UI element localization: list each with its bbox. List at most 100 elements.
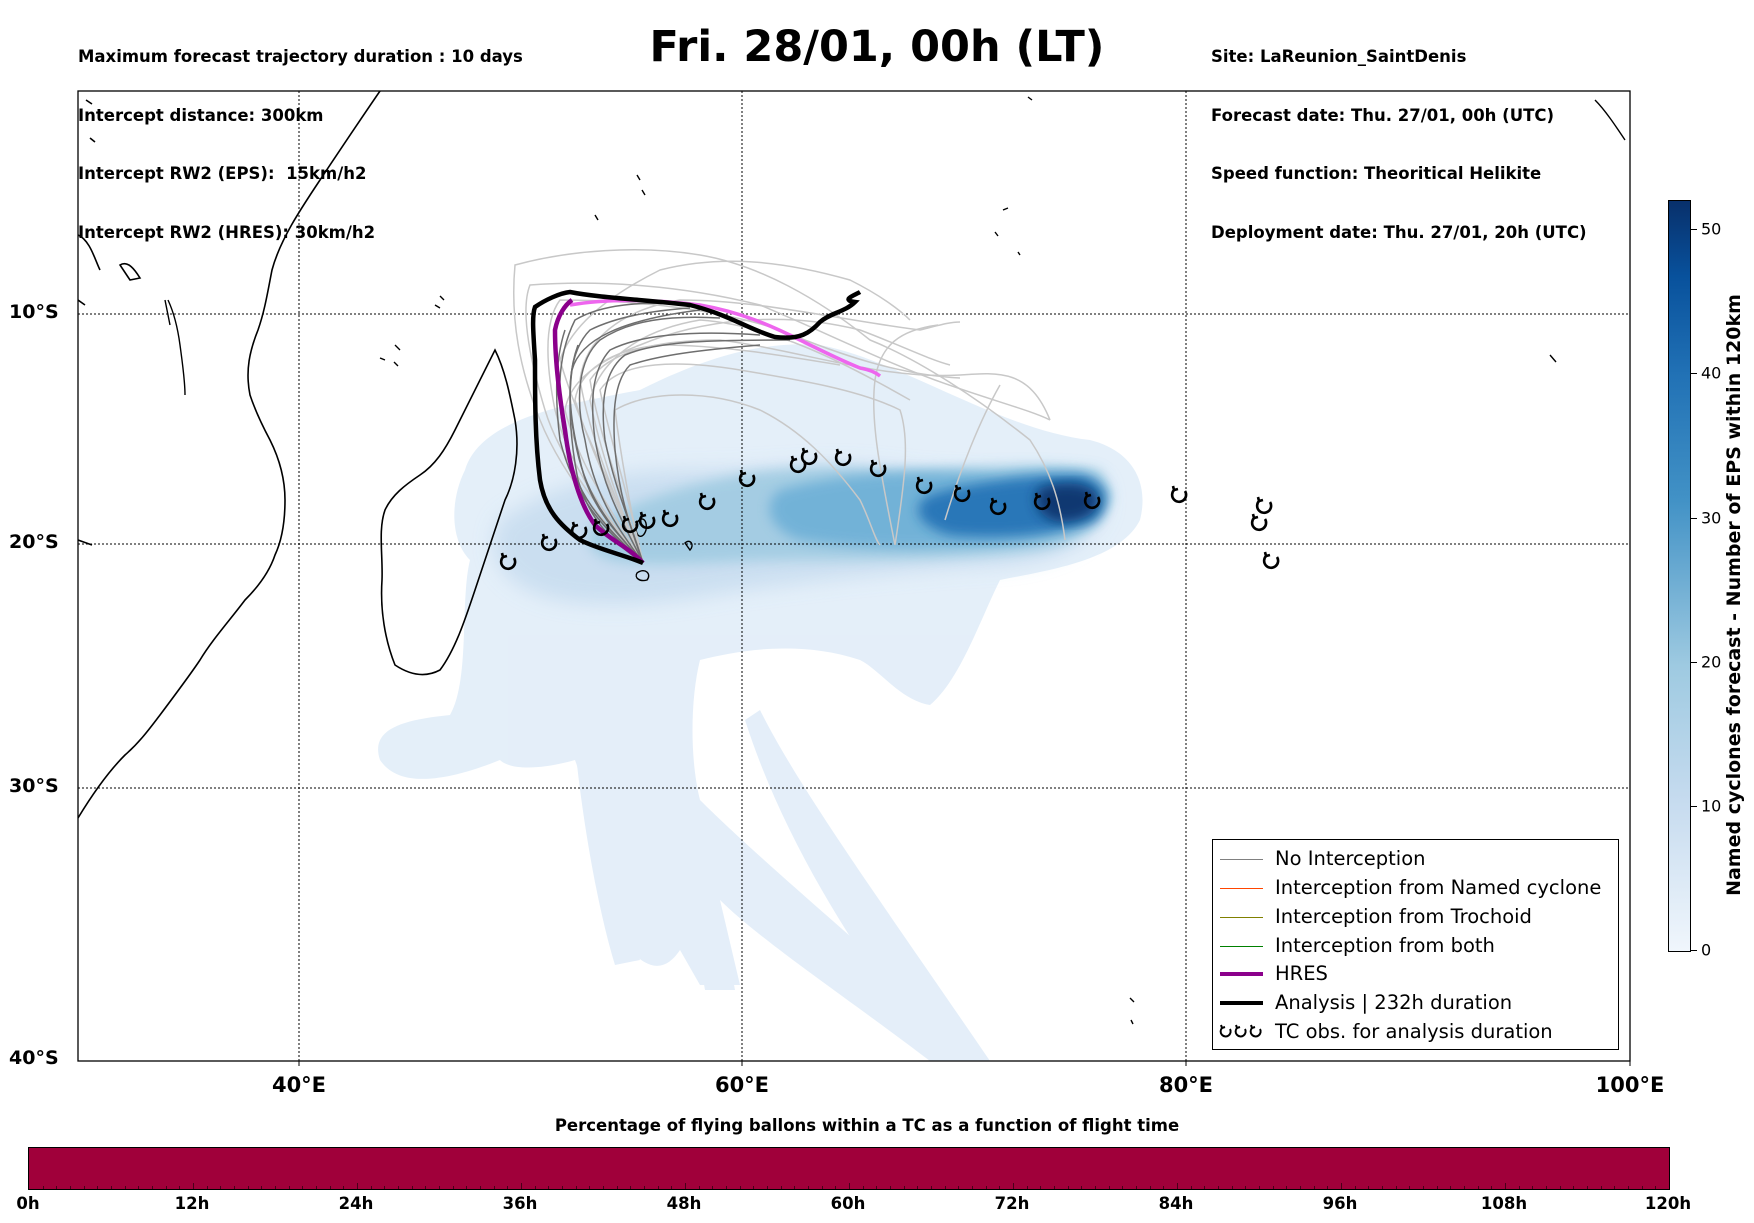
flight-time-minor-tick — [1095, 1186, 1096, 1189]
colorbar-label: 40 — [1701, 363, 1722, 383]
flight-time-minor-tick — [493, 1186, 495, 1189]
line-gray-icon — [1220, 858, 1263, 860]
flight-time-minor-tick — [1518, 1186, 1520, 1189]
flight-time-minor-tick — [411, 1186, 413, 1189]
tc-observations — [499, 447, 1280, 571]
flight-time-minor-tick — [398, 1186, 399, 1189]
flight-time-minor-tick — [985, 1186, 987, 1189]
flight-time-minor-tick — [124, 1186, 126, 1189]
flight-time-minor-tick — [972, 1186, 973, 1189]
cyclone-symbol-icon — [800, 447, 818, 466]
flight-time-tick: 24h — [338, 1194, 374, 1213]
flight-time-minor-tick — [1532, 1186, 1534, 1189]
flight-time-minor-tick — [698, 1186, 700, 1189]
flight-time-tick: 36h — [502, 1194, 538, 1213]
flight-time-minor-tick — [1313, 1186, 1315, 1189]
flight-time-minor-tick — [739, 1186, 741, 1189]
hres-trajectory — [552, 298, 645, 565]
flight-time-title: Percentage of flying ballons within a TC… — [554, 1116, 1180, 1135]
flight-time-minor-tick — [1477, 1186, 1479, 1189]
flight-time-minor-tick — [1040, 1186, 1042, 1189]
flight-time-minor-tick — [1054, 1186, 1055, 1189]
lon-label: 100°E — [1595, 1073, 1665, 1097]
flight-time-minor-tick — [97, 1186, 99, 1189]
line-green-icon — [1220, 945, 1263, 947]
cyclone-symbol-icon — [592, 518, 610, 537]
cyclone-symbol-icon — [869, 459, 887, 478]
flight-time-tick: 0h — [16, 1194, 40, 1213]
flight-time-minor-tick — [958, 1186, 960, 1189]
flight-time-minor-tick — [83, 1186, 85, 1189]
flight-time-minor-tick — [1505, 1183, 1506, 1189]
flight-time-minor-tick — [384, 1186, 386, 1189]
flight-time-minor-tick — [767, 1186, 768, 1189]
cyclone-symbol-icon — [621, 515, 639, 534]
flight-time-minor-tick — [1327, 1186, 1329, 1189]
flight-time-minor-tick — [1409, 1186, 1411, 1189]
flight-time-minor-tick — [917, 1186, 919, 1189]
header-right-line: Deployment date: Thu. 27/01, 20h (UTC) — [1211, 222, 1587, 242]
header-left-line: Maximum forecast trajectory duration : 1… — [78, 47, 523, 66]
flight-time-minor-tick — [562, 1186, 563, 1189]
flight-time-minor-tick — [165, 1186, 167, 1189]
colorbar-label: 0 — [1701, 940, 1712, 960]
lat-label: 30°S — [9, 775, 59, 797]
flight-time-minor-tick — [234, 1186, 235, 1189]
flight-time-minor-tick — [1177, 1183, 1178, 1189]
flight-time-minor-tick — [1354, 1186, 1356, 1189]
density-colorbar — [1668, 200, 1691, 952]
flight-time-minor-tick — [452, 1186, 454, 1189]
flight-time-minor-tick — [1081, 1186, 1083, 1189]
flight-time-bar — [28, 1147, 1670, 1190]
flight-time-minor-tick — [1026, 1186, 1028, 1189]
colorbar-label: 50 — [1701, 219, 1722, 239]
flight-time-minor-tick — [507, 1186, 509, 1189]
flight-time-minor-tick — [1190, 1186, 1192, 1189]
cyclone-symbol-icon — [698, 492, 716, 511]
legend-item: No Interception — [1213, 844, 1618, 873]
flight-time-minor-tick — [712, 1186, 714, 1189]
colorbar-tick — [1691, 373, 1697, 374]
flight-time-minor-tick — [56, 1186, 58, 1189]
cyclone-symbol-icon — [499, 552, 517, 571]
cyclone-symbol-icon — [1170, 485, 1188, 504]
flight-time-minor-tick — [1573, 1186, 1575, 1189]
flight-time-minor-tick — [794, 1186, 796, 1189]
cyclone-symbol-icon — [1262, 551, 1280, 570]
flight-time-minor-tick — [1259, 1186, 1260, 1189]
flight-time-minor-tick — [1655, 1186, 1657, 1189]
header-right-line: Site: LaReunion_SaintDenis — [1211, 47, 1467, 66]
flight-time-tick: 120h — [1644, 1194, 1692, 1213]
line-purple-icon — [1220, 971, 1263, 976]
flight-time-minor-tick — [1067, 1186, 1069, 1189]
lon-label: 40°E — [271, 1073, 327, 1097]
cyclone-symbol-icon — [638, 511, 656, 530]
flight-time-minor-tick — [521, 1183, 522, 1189]
flight-time-minor-tick — [480, 1186, 481, 1189]
flight-time-minor-tick — [466, 1186, 468, 1189]
line-black-icon — [1220, 1000, 1263, 1005]
flight-time-minor-tick — [1614, 1186, 1616, 1189]
flight-time-minor-tick — [261, 1186, 263, 1189]
cyclone-symbols-icon — [1219, 1024, 1262, 1038]
legend-item: Interception from Named cyclone — [1213, 873, 1618, 902]
flight-time-minor-tick — [808, 1186, 809, 1189]
map-axis-ticks — [298, 1061, 1631, 1066]
flight-time-minor-tick — [1546, 1186, 1547, 1189]
flight-time-minor-tick — [1218, 1186, 1219, 1189]
flight-time-minor-tick — [1231, 1186, 1233, 1189]
legend-item: Analysis | 232h duration — [1213, 988, 1618, 1017]
flight-time-minor-tick — [1600, 1186, 1602, 1189]
flight-time-minor-tick — [288, 1186, 290, 1189]
flight-time-minor-tick — [931, 1186, 932, 1189]
flight-time-minor-tick — [534, 1186, 536, 1189]
flight-time-minor-tick — [220, 1186, 222, 1189]
flight-time-minor-tick — [1559, 1186, 1561, 1189]
flight-time-minor-tick — [548, 1186, 550, 1189]
colorbar-tick — [1691, 950, 1697, 951]
flight-time-minor-tick — [1272, 1186, 1274, 1189]
flight-time-minor-tick — [1382, 1186, 1383, 1189]
flight-time-minor-tick — [1163, 1186, 1165, 1189]
flight-time-minor-tick — [316, 1186, 317, 1189]
